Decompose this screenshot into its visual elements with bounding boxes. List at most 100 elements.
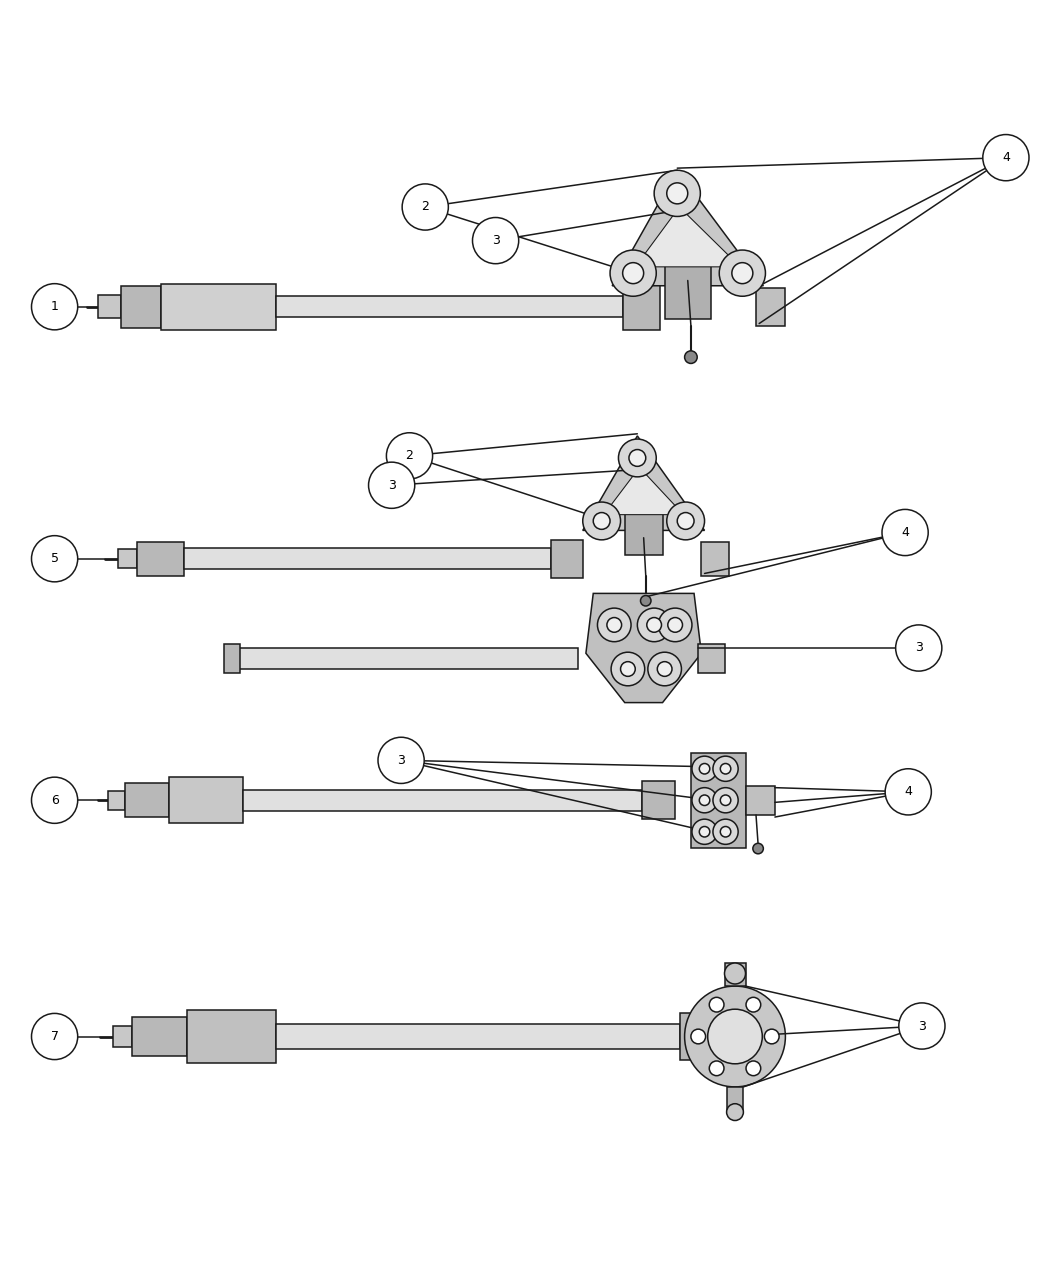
- FancyBboxPatch shape: [136, 542, 184, 575]
- Circle shape: [746, 1061, 760, 1076]
- Text: 4: 4: [1002, 152, 1010, 164]
- Circle shape: [713, 819, 738, 844]
- FancyBboxPatch shape: [132, 1016, 187, 1057]
- FancyBboxPatch shape: [161, 283, 276, 330]
- Polygon shape: [635, 207, 740, 266]
- Polygon shape: [612, 171, 763, 286]
- Circle shape: [724, 963, 746, 984]
- Text: 4: 4: [904, 785, 912, 798]
- Circle shape: [677, 513, 694, 529]
- Circle shape: [472, 218, 519, 264]
- Text: 4: 4: [901, 527, 909, 539]
- Circle shape: [899, 1003, 945, 1049]
- Circle shape: [692, 788, 717, 813]
- FancyBboxPatch shape: [276, 296, 623, 317]
- Circle shape: [885, 769, 931, 815]
- FancyBboxPatch shape: [724, 963, 746, 986]
- FancyBboxPatch shape: [680, 1014, 722, 1060]
- Circle shape: [654, 171, 700, 217]
- Text: 3: 3: [918, 1020, 926, 1033]
- FancyBboxPatch shape: [243, 789, 642, 811]
- Circle shape: [720, 796, 731, 806]
- FancyBboxPatch shape: [276, 1024, 680, 1049]
- Circle shape: [727, 1104, 743, 1121]
- Polygon shape: [604, 468, 684, 515]
- Circle shape: [32, 283, 78, 330]
- Circle shape: [709, 1061, 723, 1076]
- FancyBboxPatch shape: [698, 644, 724, 673]
- Circle shape: [597, 608, 631, 641]
- Circle shape: [764, 1029, 779, 1044]
- Circle shape: [720, 764, 731, 774]
- Polygon shape: [583, 436, 705, 530]
- Circle shape: [648, 653, 681, 686]
- Circle shape: [691, 1029, 706, 1044]
- Text: 3: 3: [397, 754, 405, 766]
- Circle shape: [623, 263, 644, 283]
- Circle shape: [611, 653, 645, 686]
- Circle shape: [629, 450, 646, 467]
- FancyBboxPatch shape: [642, 782, 675, 819]
- FancyBboxPatch shape: [551, 539, 583, 578]
- Text: 2: 2: [421, 200, 429, 213]
- Circle shape: [378, 737, 424, 783]
- Circle shape: [618, 439, 656, 477]
- Circle shape: [720, 826, 731, 836]
- Circle shape: [692, 819, 717, 844]
- FancyBboxPatch shape: [187, 1010, 276, 1063]
- FancyBboxPatch shape: [665, 251, 711, 319]
- Circle shape: [896, 625, 942, 671]
- Circle shape: [621, 662, 635, 676]
- Text: 2: 2: [405, 449, 414, 463]
- FancyBboxPatch shape: [118, 550, 136, 569]
- Circle shape: [610, 250, 656, 296]
- Circle shape: [668, 617, 682, 632]
- FancyBboxPatch shape: [224, 644, 240, 673]
- Circle shape: [713, 788, 738, 813]
- Circle shape: [882, 510, 928, 556]
- FancyBboxPatch shape: [746, 785, 775, 815]
- FancyBboxPatch shape: [701, 542, 729, 575]
- Text: 7: 7: [50, 1030, 59, 1043]
- Circle shape: [386, 432, 433, 479]
- Text: 6: 6: [50, 794, 59, 807]
- FancyBboxPatch shape: [108, 790, 125, 810]
- Polygon shape: [586, 593, 701, 703]
- Circle shape: [699, 796, 710, 806]
- FancyBboxPatch shape: [184, 548, 551, 569]
- FancyBboxPatch shape: [113, 1026, 132, 1047]
- Circle shape: [753, 843, 763, 854]
- FancyBboxPatch shape: [169, 778, 243, 824]
- Circle shape: [607, 617, 622, 632]
- FancyBboxPatch shape: [98, 296, 121, 319]
- FancyBboxPatch shape: [121, 286, 161, 328]
- Circle shape: [32, 778, 78, 824]
- Circle shape: [685, 986, 785, 1086]
- Circle shape: [710, 997, 724, 1012]
- Text: 1: 1: [50, 300, 59, 314]
- Circle shape: [657, 662, 672, 676]
- Circle shape: [708, 1010, 762, 1063]
- FancyBboxPatch shape: [236, 648, 578, 669]
- FancyBboxPatch shape: [756, 288, 785, 325]
- FancyBboxPatch shape: [625, 504, 663, 555]
- Circle shape: [667, 182, 688, 204]
- Circle shape: [732, 263, 753, 283]
- Circle shape: [593, 513, 610, 529]
- FancyBboxPatch shape: [125, 783, 169, 817]
- Circle shape: [647, 617, 662, 632]
- Circle shape: [699, 764, 710, 774]
- Circle shape: [32, 1014, 78, 1060]
- Text: 3: 3: [387, 478, 396, 492]
- FancyBboxPatch shape: [691, 754, 745, 848]
- Circle shape: [746, 997, 760, 1012]
- Text: 5: 5: [50, 552, 59, 565]
- FancyBboxPatch shape: [623, 283, 660, 330]
- Text: 3: 3: [491, 235, 500, 247]
- Text: 3: 3: [915, 641, 923, 654]
- Circle shape: [402, 184, 448, 230]
- Circle shape: [583, 502, 621, 539]
- Circle shape: [658, 608, 692, 641]
- Circle shape: [640, 595, 651, 606]
- Circle shape: [685, 351, 697, 363]
